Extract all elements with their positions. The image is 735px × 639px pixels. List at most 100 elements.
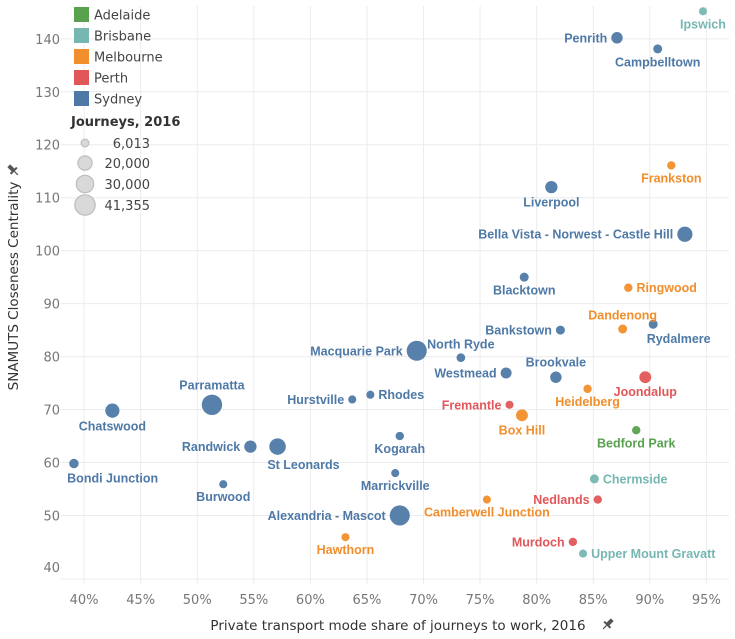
point-label: Brookvale	[526, 356, 586, 370]
data-point[interactable]	[516, 409, 528, 422]
y-tick-label: 70	[43, 404, 60, 419]
point-labels: Ipswich Penrith Campbelltown Frankston Liver…	[67, 17, 726, 561]
size-legend-label: 20,000	[105, 157, 151, 172]
data-point[interactable]	[105, 403, 120, 418]
x-tick-label: 85%	[579, 593, 608, 608]
point-label: St Leonards	[267, 458, 339, 472]
data-point[interactable]	[583, 384, 592, 394]
data-point[interactable]	[555, 325, 565, 335]
legend-item-label[interactable]: Melbourne	[94, 51, 163, 66]
point-label: Bondi Junction	[67, 471, 158, 485]
data-point[interactable]	[69, 458, 79, 469]
y-tick-label: 120	[35, 139, 60, 154]
data-point[interactable]	[348, 395, 357, 404]
point-label: Camberwell Junction	[424, 506, 550, 520]
data-point[interactable]	[624, 283, 633, 292]
y-tick-label: 140	[35, 33, 60, 48]
legend-swatch	[74, 49, 89, 64]
data-point[interactable]	[244, 440, 257, 453]
y-axis-ticks: 40 50 60 70 80 90 100 110 120 130 140	[35, 33, 60, 576]
size-legend-circle	[74, 194, 96, 216]
y-tick-label: 80	[43, 351, 60, 366]
point-label: Bankstown	[485, 324, 552, 338]
y-tick-label: 40	[43, 561, 60, 576]
data-point[interactable]	[391, 469, 400, 478]
point-label: Chermside	[603, 472, 668, 486]
point-label: Upper Mount Gravatt	[591, 547, 716, 561]
point-label: North Ryde	[427, 337, 494, 351]
legend-item-label[interactable]: Brisbane	[94, 30, 151, 45]
data-point[interactable]	[618, 324, 628, 334]
legend-item-label[interactable]: Sydney	[94, 93, 142, 108]
x-tick-label: 45%	[126, 593, 155, 608]
point-label: Fremantle	[442, 398, 502, 412]
point-label: Hawthorn	[317, 543, 375, 557]
point-label: Dandenong	[588, 309, 657, 323]
data-point[interactable]	[219, 480, 228, 489]
data-point[interactable]	[366, 390, 375, 399]
data-point[interactable]	[519, 272, 529, 282]
point-label: Macquarie Park	[310, 344, 402, 358]
point-label: Marrickville	[361, 479, 430, 493]
size-legend-label: 30,000	[105, 178, 151, 193]
legend-swatch	[74, 70, 89, 85]
size-legend-label: 6,013	[113, 137, 150, 152]
point-label: Westmead	[434, 366, 496, 380]
x-tick-label: 55%	[239, 593, 268, 608]
data-point[interactable]	[505, 400, 514, 409]
x-tick-label: 75%	[466, 593, 495, 608]
data-point[interactable]	[589, 474, 599, 484]
legend-item-label[interactable]: Perth	[94, 72, 128, 87]
point-label: Campbelltown	[615, 55, 700, 69]
data-point[interactable]	[456, 353, 466, 362]
size-legend-circle	[75, 174, 95, 194]
data-point[interactable]	[667, 161, 676, 170]
x-tick-label: 90%	[635, 593, 664, 608]
point-label: Heidelberg	[555, 395, 620, 409]
y-tick-label: 60	[43, 456, 60, 471]
point-label: Burwood	[196, 490, 250, 504]
legend-item-label[interactable]: Adelaide	[94, 9, 150, 24]
point-label: Blacktown	[493, 284, 556, 298]
x-tick-label: 80%	[522, 593, 551, 608]
size-legend-label: 41,355	[105, 199, 151, 214]
data-point[interactable]	[611, 32, 623, 44]
data-point[interactable]	[677, 226, 693, 242]
point-label: Randwick	[182, 440, 240, 454]
x-axis-pin-icon[interactable]	[600, 617, 616, 633]
data-point[interactable]	[545, 180, 558, 194]
data-point[interactable]	[269, 438, 286, 455]
y-tick-label: 50	[43, 509, 60, 524]
data-point[interactable]	[648, 319, 658, 329]
point-label: Chatswood	[79, 420, 146, 434]
y-axis-pin-icon[interactable]	[6, 163, 22, 179]
point-label: Rydalmere	[647, 332, 711, 346]
data-point[interactable]	[482, 495, 491, 504]
data-point[interactable]	[395, 431, 404, 441]
point-label: Liverpool	[523, 195, 579, 209]
data-point[interactable]	[500, 367, 512, 379]
point-label: Bella Vista - Norwest - Castle Hill	[478, 228, 673, 242]
point-label: Murdoch	[512, 535, 565, 549]
data-point[interactable]	[201, 394, 223, 415]
data-point[interactable]	[550, 371, 562, 383]
point-label: Ipswich	[680, 17, 726, 31]
point-label: Hurstville	[287, 393, 344, 407]
data-point[interactable]	[698, 7, 708, 16]
x-axis-ticks: 40% 45% 50% 55% 60% 65% 70% 75% 80% 85% 90% 95%	[70, 593, 721, 608]
data-point[interactable]	[653, 44, 663, 54]
data-point[interactable]	[632, 425, 641, 435]
data-point[interactable]	[568, 537, 578, 547]
data-point[interactable]	[639, 371, 652, 384]
data-point[interactable]	[341, 533, 350, 542]
point-label: Joondalup	[614, 385, 678, 399]
data-point[interactable]	[406, 340, 427, 361]
data-point[interactable]	[389, 505, 410, 526]
data-point[interactable]	[593, 495, 602, 504]
point-label: Frankston	[641, 172, 701, 186]
x-tick-label: 65%	[352, 593, 381, 608]
point-label: Kogarah	[374, 442, 425, 456]
legend-swatch	[74, 7, 89, 22]
data-point[interactable]	[579, 549, 588, 558]
